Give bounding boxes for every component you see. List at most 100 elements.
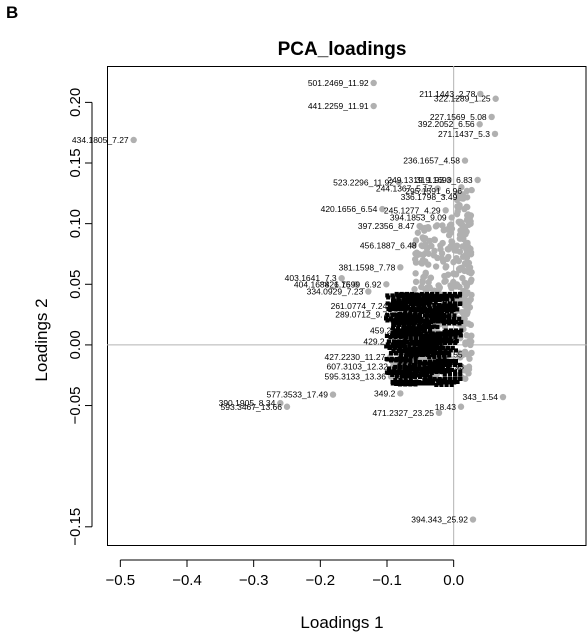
y-tick-label: 0.15 [67,148,84,177]
clutter-label: ■■■■ [416,294,437,304]
clutter-label: ■■■■ [435,294,456,304]
clutter-label: ■■■■ [439,291,460,301]
point-label: 607.3103_12.32 [327,362,389,372]
data-point [491,130,499,138]
clutter-label: ■■■■ [430,366,451,376]
point-label: 211.1443_2.78 [419,89,475,99]
data-point [387,373,395,380]
clutter-label: ■■■■ [437,331,458,341]
cloud-point [421,314,428,322]
clutter-label: ■■■■ [419,342,440,352]
point-label: 245.1277_4.29 [384,205,441,215]
data-point [329,391,337,398]
clutter-label: ■■■■ [417,357,438,367]
clutter-label: ■■■■ [405,302,426,312]
clutter-label: ■■■■ [423,338,444,348]
cloud-point [467,212,475,219]
clutter-label: ■■■■ [385,298,406,308]
point-label: 295.1591_6.96 [405,186,462,196]
clutter-label: ■■■■ [401,290,422,300]
point-label: 595.3133_13.36 [325,371,387,381]
clutter-label: ■■■■ [398,289,419,299]
cloud-point [432,263,440,270]
clutter-label: ■■■■ [425,363,446,373]
data-point [442,207,449,214]
point-label: 471.2327_23.25 [373,408,435,418]
clutter-label: ■■■■ [442,298,463,308]
clutter-label: ■■■■ [406,348,427,358]
clutter-label: ■■■■ [385,315,406,325]
y-tick-label: −0.05 [67,387,84,425]
x-tick-label: 0.0 [443,572,464,589]
clutter-label: ■■■■ [435,304,456,314]
cloud-point [397,345,405,352]
clutter-label: ■■■■ [438,358,459,368]
clutter-label: ■■■■ [423,363,444,373]
clutter-label: ■■■■ [431,347,452,357]
cloud-point [439,369,447,376]
clutter-label: ■■■■ [439,304,460,314]
cloud-point [444,255,451,263]
point-label: 420.1656_6.54 [321,204,378,214]
point-label: 319.1693_6.83 [416,175,473,185]
clutter-label: ■■■■ [408,298,429,308]
cloud-point [459,227,467,234]
cloud-point [465,370,472,377]
cloud-point [467,270,475,277]
clutter-label: ■■■■ [429,306,450,316]
clutter-label: ■■■■ [411,338,432,348]
clutter-label: ■■■■ [427,291,448,301]
clutter-label: ■■■■ [428,330,449,340]
clutter-label: ■■■■ [413,317,434,327]
clutter-label: ■■■■ [394,337,415,347]
clutter-label: ■■■■ [401,303,422,313]
clutter-label: ■■■■ [414,314,435,324]
clutter-label: ■■■■ [412,378,433,388]
clutter-label: ■■■■ [397,365,418,375]
clutter-label: ■■■■ [429,347,450,357]
cloud-point [446,317,453,324]
cloud-point [426,367,433,375]
clutter-label: ■■■■ [417,303,438,313]
clutter-label: ■■■■ [419,331,440,341]
clutter-label: ■■■■ [409,370,430,380]
cloud-point [418,303,426,310]
clutter-label: ■■■■ [398,379,419,389]
clutter-label: ■■■■ [427,305,448,315]
cloud-point [442,340,449,348]
cloud-point [432,337,439,345]
clutter-label: ■■■■ [394,297,415,307]
cloud-point [419,279,426,286]
clutter-label: ■■■■ [398,353,419,363]
cloud-point [413,325,420,332]
clutter-label: ■■■■ [443,325,464,335]
clutter-label: ■■■■ [442,360,463,370]
clutter-label: ■■■■ [438,301,459,311]
clutter-label: ■■■■ [411,290,432,300]
cloud-point [412,278,420,286]
cloud-point [411,294,419,301]
cloud-point [454,372,461,379]
data-point [393,327,400,334]
cloud-point [437,333,444,341]
clutter-label: ■■■■ [413,345,434,355]
clutter-label: ■■■■ [412,326,433,336]
clutter-label: ■■■■ [440,377,461,387]
clutter-label: ■■■■ [386,336,407,346]
clutter-label: ■■■■ [442,369,463,379]
clutter-label: ■■■■ [418,297,439,307]
clutter-label: ■■■■ [437,301,458,311]
cloud-point [422,269,429,277]
clutter-label: ■■■■ [388,304,409,314]
data-point [463,187,471,195]
clutter-label: ■■■■ [398,351,419,361]
clutter-label: ■■■■ [403,344,424,354]
clutter-label: ■■■■ [406,322,427,332]
clutter-label: ■■■■ [388,366,409,376]
clutter-label: ■■■■ [388,332,409,342]
cloud-point [428,242,435,250]
cloud-point [460,326,467,333]
cloud-point [452,296,460,303]
clutter-label: ■■■■ [442,298,463,308]
clutter-label: ■■■■ [414,368,435,378]
